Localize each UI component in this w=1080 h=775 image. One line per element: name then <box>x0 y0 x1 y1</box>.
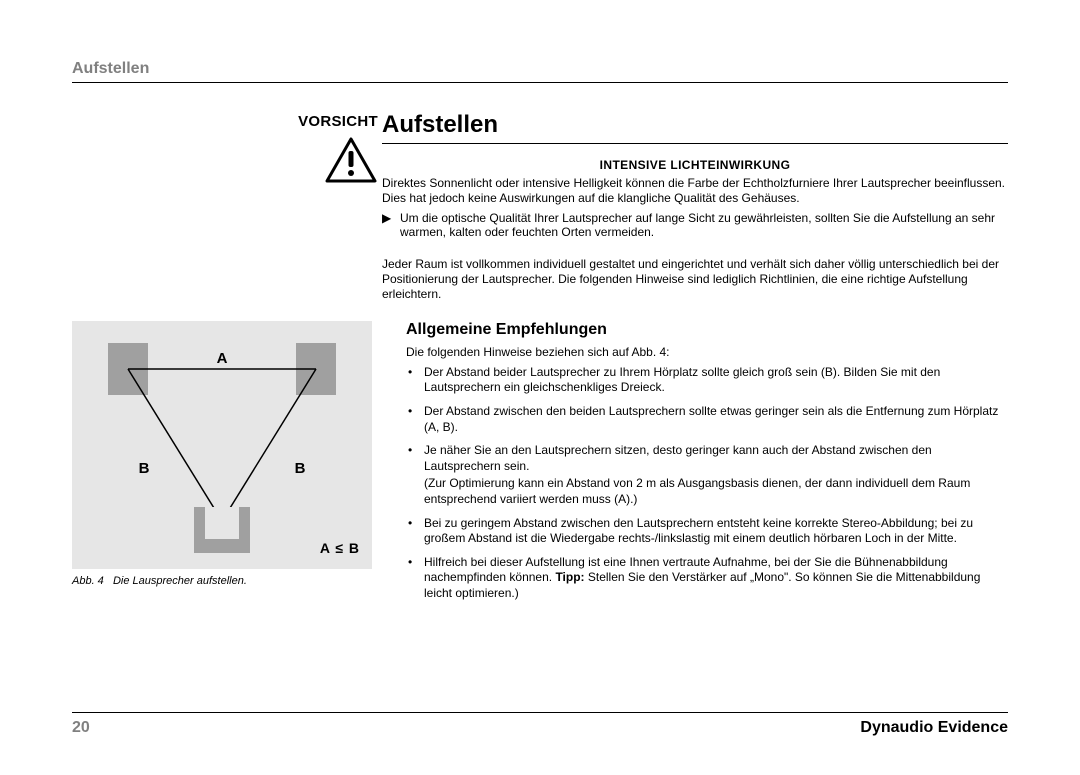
svg-text:B: B <box>295 460 306 477</box>
warning-subtitle: INTENSIVE LICHTEINWIRKUNG <box>382 158 1008 172</box>
warning-body: Direktes Sonnenlicht oder intensive Hell… <box>382 176 1008 207</box>
list-item: Der Abstand zwischen den beiden Lautspre… <box>406 404 1008 435</box>
svg-text:A ≤ B: A ≤ B <box>320 540 360 556</box>
warning-icon <box>324 136 378 189</box>
product-name: Dynaudio Evidence <box>860 719 1008 737</box>
figure-diagram: A B B A ≤ B <box>72 321 372 569</box>
arrow-icon: ▶ <box>382 211 400 239</box>
list-item: Bei zu geringem Abstand zwischen den Lau… <box>406 516 1008 547</box>
intro-paragraph: Jeder Raum ist vollkommen individuell ge… <box>382 257 1008 303</box>
figure-caption-text: Die Lausprecher aufstellen. <box>113 575 247 587</box>
figure-caption-number: Abb. 4 <box>72 575 104 587</box>
page-number: 20 <box>72 719 90 737</box>
warning-bullet-text: Um die optische Qualität Ihrer Lautsprec… <box>400 211 1008 239</box>
running-header: Aufstellen <box>72 60 1008 83</box>
svg-text:B: B <box>139 460 150 477</box>
list-item: Hilfreich bei dieser Aufstellung ist ein… <box>406 555 1008 602</box>
list-item: Der Abstand beider Lautsprecher zu Ihrem… <box>406 365 1008 396</box>
list-item: Je näher Sie an den Lautsprechern sitzen… <box>406 443 1008 507</box>
caution-label: VORSICHT <box>72 113 382 130</box>
main-heading: Aufstellen <box>382 111 1008 144</box>
sub-intro: Die folgenden Hinweise beziehen sich auf… <box>406 345 1008 359</box>
page-footer: 20 Dynaudio Evidence <box>72 712 1008 737</box>
warning-bullet: ▶ Um die optische Qualität Ihrer Lautspr… <box>382 211 1008 239</box>
sub-heading: Allgemeine Empfehlungen <box>406 321 1008 339</box>
svg-text:A: A <box>217 350 228 367</box>
recommendations-list: Der Abstand beider Lautsprecher zu Ihrem… <box>406 365 1008 602</box>
figure-caption: Abb. 4 Die Lausprecher aufstellen. <box>72 575 382 587</box>
